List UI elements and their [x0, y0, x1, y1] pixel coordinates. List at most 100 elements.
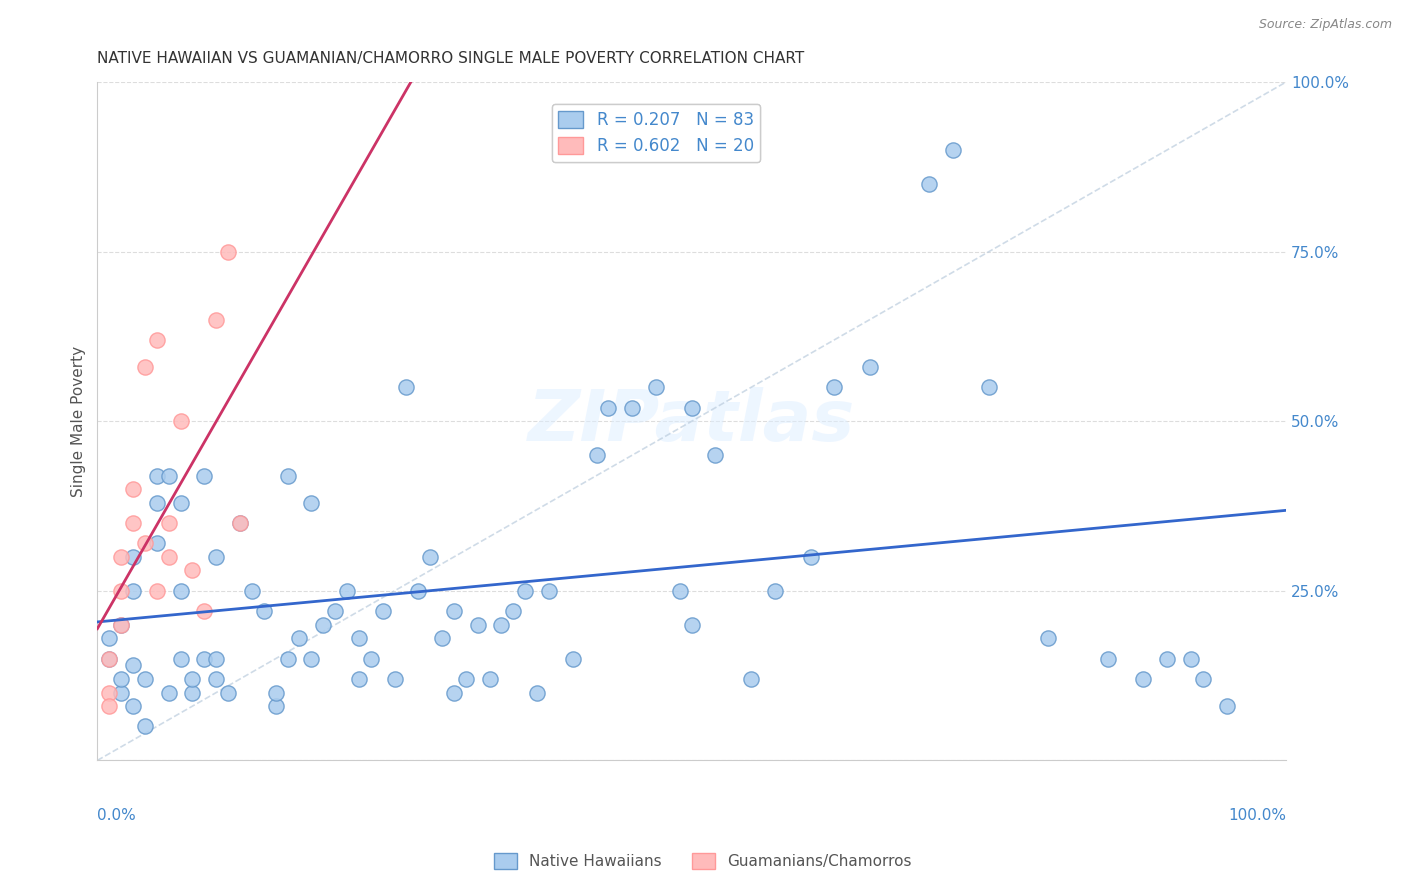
Point — [371, 604, 394, 618]
Point — [1038, 632, 1060, 646]
Point — [157, 516, 180, 530]
Point — [110, 672, 132, 686]
Point — [205, 312, 228, 326]
Point — [478, 672, 501, 686]
Point — [598, 401, 620, 415]
Point — [942, 143, 965, 157]
Point — [1215, 699, 1237, 714]
Point — [264, 699, 287, 714]
Point — [217, 685, 239, 699]
Point — [193, 651, 215, 665]
Point — [704, 448, 727, 462]
Point — [169, 583, 191, 598]
Point — [977, 380, 1000, 394]
Point — [384, 672, 406, 686]
Point — [454, 672, 477, 686]
Legend: R = 0.207   N = 83, R = 0.602   N = 20: R = 0.207 N = 83, R = 0.602 N = 20 — [551, 104, 761, 162]
Point — [122, 658, 145, 673]
Point — [419, 549, 441, 564]
Point — [122, 549, 145, 564]
Text: Source: ZipAtlas.com: Source: ZipAtlas.com — [1258, 18, 1392, 31]
Legend: Native Hawaiians, Guamanians/Chamorros: Native Hawaiians, Guamanians/Chamorros — [488, 847, 918, 875]
Point — [253, 604, 276, 618]
Point — [110, 685, 132, 699]
Point — [312, 617, 335, 632]
Point — [229, 516, 252, 530]
Point — [288, 632, 311, 646]
Point — [110, 549, 132, 564]
Text: NATIVE HAWAIIAN VS GUAMANIAN/CHAMORRO SINGLE MALE POVERTY CORRELATION CHART: NATIVE HAWAIIAN VS GUAMANIAN/CHAMORRO SI… — [97, 51, 804, 66]
Point — [467, 617, 489, 632]
Point — [1132, 672, 1154, 686]
Point — [277, 651, 299, 665]
Point — [217, 244, 239, 259]
Point — [122, 516, 145, 530]
Point — [181, 564, 204, 578]
Text: 0.0%: 0.0% — [97, 808, 136, 823]
Point — [122, 699, 145, 714]
Point — [1097, 651, 1119, 665]
Point — [110, 617, 132, 632]
Point — [526, 685, 548, 699]
Point — [585, 448, 607, 462]
Point — [299, 496, 322, 510]
Point — [430, 632, 453, 646]
Point — [169, 651, 191, 665]
Point — [668, 583, 690, 598]
Point — [169, 414, 191, 428]
Point — [134, 719, 156, 733]
Point — [181, 685, 204, 699]
Point — [146, 583, 169, 598]
Point — [157, 685, 180, 699]
Point — [205, 672, 228, 686]
Point — [169, 496, 191, 510]
Point — [157, 549, 180, 564]
Point — [443, 604, 465, 618]
Point — [799, 549, 821, 564]
Point — [110, 583, 132, 598]
Point — [146, 333, 169, 347]
Point — [406, 583, 429, 598]
Point — [1156, 651, 1178, 665]
Point — [205, 549, 228, 564]
Y-axis label: Single Male Poverty: Single Male Poverty — [72, 346, 86, 497]
Point — [134, 672, 156, 686]
Point — [918, 177, 941, 191]
Point — [146, 496, 169, 510]
Point — [98, 685, 121, 699]
Point — [122, 583, 145, 598]
Point — [347, 632, 370, 646]
Point — [98, 699, 121, 714]
Point — [621, 401, 644, 415]
Point — [98, 651, 121, 665]
Point — [240, 583, 263, 598]
Point — [157, 468, 180, 483]
Point — [537, 583, 560, 598]
Point — [645, 380, 668, 394]
Point — [515, 583, 537, 598]
Point — [146, 468, 169, 483]
Point — [491, 617, 513, 632]
Point — [134, 536, 156, 550]
Text: ZIPatlas: ZIPatlas — [529, 387, 855, 456]
Point — [98, 632, 121, 646]
Point — [277, 468, 299, 483]
Point — [98, 651, 121, 665]
Point — [205, 651, 228, 665]
Point — [763, 583, 786, 598]
Point — [740, 672, 762, 686]
Point — [859, 359, 882, 374]
Point — [347, 672, 370, 686]
Point — [193, 604, 215, 618]
Point — [193, 468, 215, 483]
Point — [336, 583, 359, 598]
Point — [229, 516, 252, 530]
Point — [1191, 672, 1213, 686]
Point — [122, 482, 145, 496]
Point — [323, 604, 346, 618]
Point — [134, 359, 156, 374]
Point — [681, 401, 703, 415]
Point — [1180, 651, 1202, 665]
Point — [360, 651, 382, 665]
Point — [443, 685, 465, 699]
